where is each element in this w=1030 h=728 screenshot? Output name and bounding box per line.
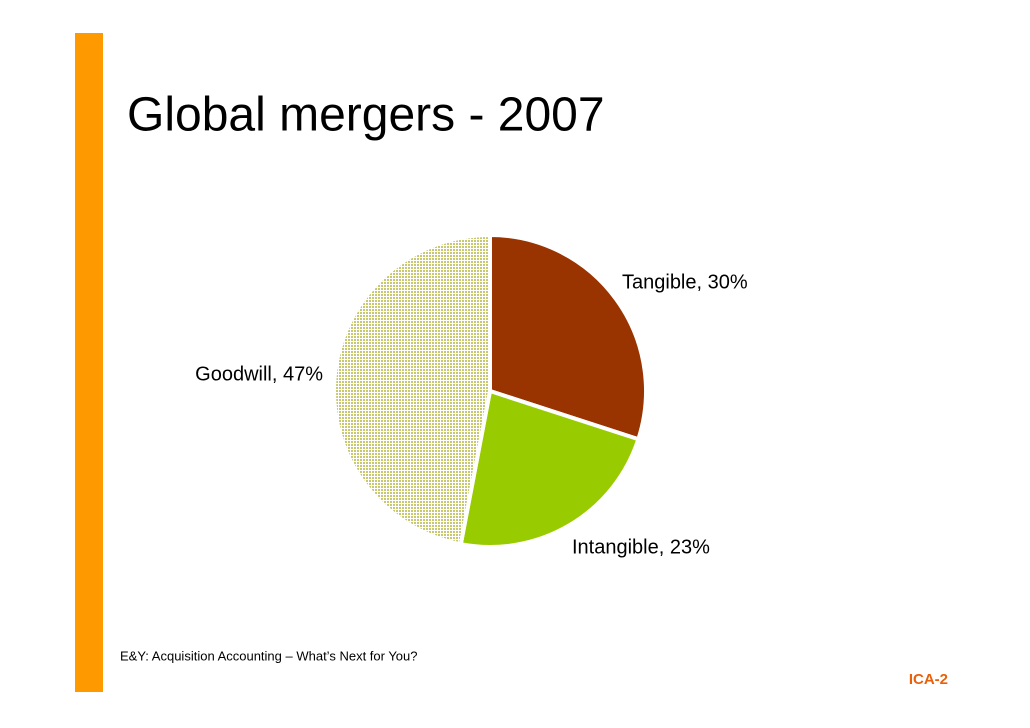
- footer: E&Y: Acquisition Accounting – What’s Nex…: [120, 648, 418, 663]
- pie-chart: Tangible, 30% Intangible, 23% Goodwill, 47…: [195, 232, 748, 558]
- data-label: Goodwill, 47%: [195, 363, 323, 385]
- chart-title: Global mergers - 2007: [127, 89, 605, 142]
- accent-bar: [75, 33, 103, 692]
- pie-slice: [458, 388, 641, 549]
- page-number: ICA-2: [909, 671, 948, 688]
- data-label: Tangible, 30%: [622, 271, 748, 293]
- data-label: Intangible, 23%: [572, 536, 710, 558]
- pie-slice: [332, 232, 492, 547]
- pie-slice: [488, 232, 648, 442]
